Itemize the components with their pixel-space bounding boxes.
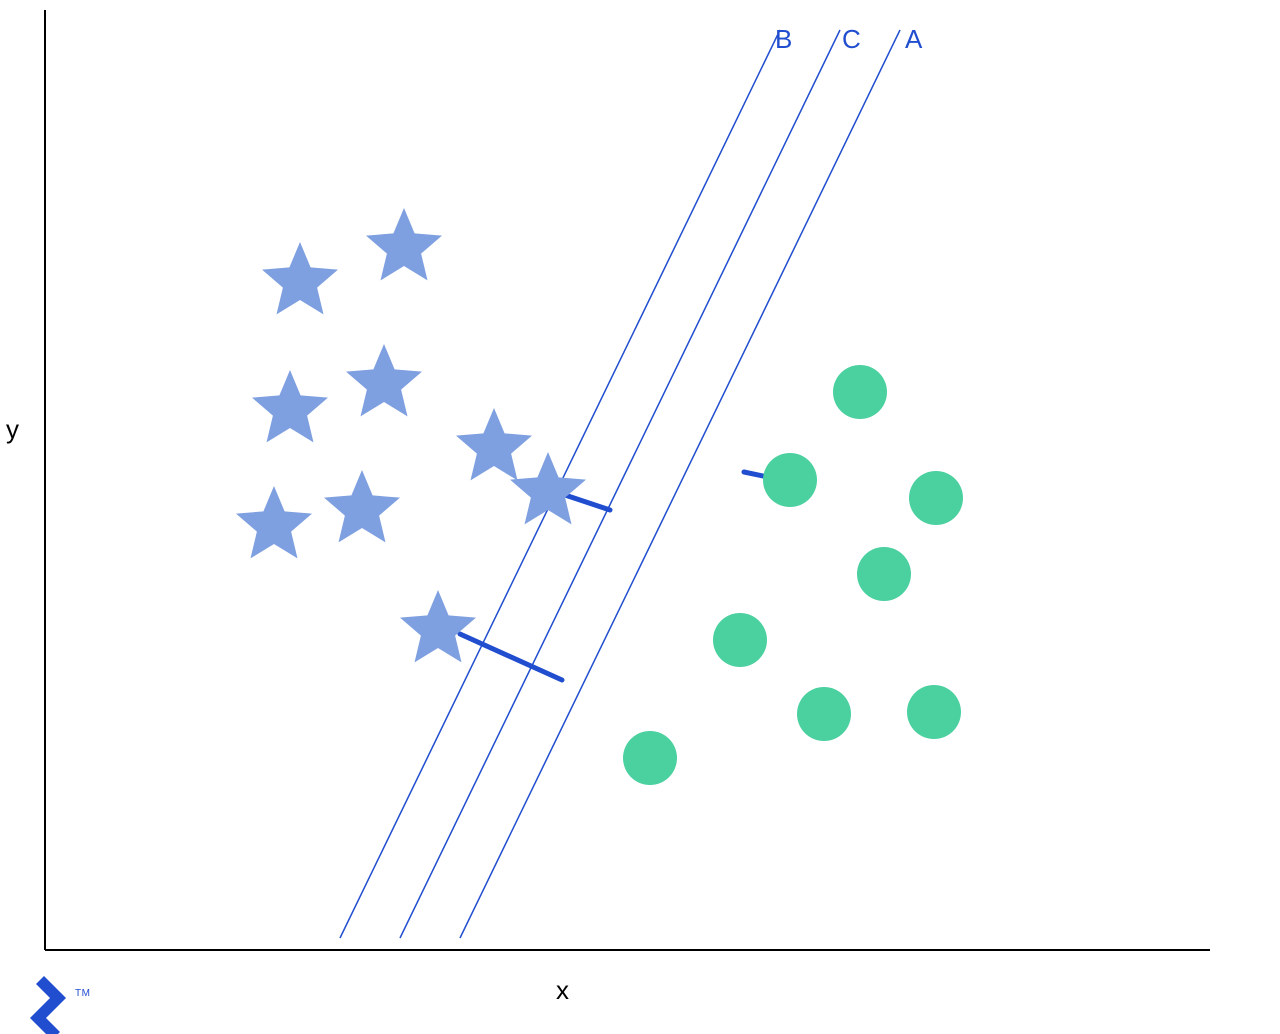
- line-label-a: A: [905, 24, 922, 55]
- svm-diagram: x y B C A TM: [0, 0, 1280, 1034]
- line-label-b: B: [775, 24, 792, 55]
- circle-point-7: [623, 731, 677, 785]
- margin-segment-2: [460, 634, 562, 680]
- class-stars: [236, 208, 586, 662]
- logo-mark: [30, 976, 66, 1034]
- star-point-8: [400, 590, 476, 662]
- star-point-4: [236, 486, 312, 558]
- class-circles: [623, 365, 963, 785]
- circle-point-5: [797, 687, 851, 741]
- circle-point-2: [909, 471, 963, 525]
- circle-point-0: [833, 365, 887, 419]
- x-axis-label: x: [556, 975, 569, 1006]
- circle-point-4: [713, 613, 767, 667]
- circle-point-6: [907, 685, 961, 739]
- star-point-2: [252, 370, 328, 442]
- circle-point-3: [857, 547, 911, 601]
- star-point-0: [262, 242, 338, 314]
- circle-point-1: [763, 453, 817, 507]
- margin-segment-0: [562, 494, 610, 510]
- star-point-3: [346, 344, 422, 416]
- trademark-text: TM: [75, 988, 90, 999]
- star-point-1: [366, 208, 442, 280]
- axes: [45, 10, 1210, 950]
- logo-chevron-icon: [30, 976, 66, 1034]
- star-point-5: [324, 470, 400, 542]
- star-point-7: [510, 452, 586, 524]
- plot-svg: [0, 0, 1280, 1034]
- star-point-6: [456, 408, 532, 480]
- line-label-c: C: [842, 24, 861, 55]
- y-axis-label: y: [6, 414, 19, 445]
